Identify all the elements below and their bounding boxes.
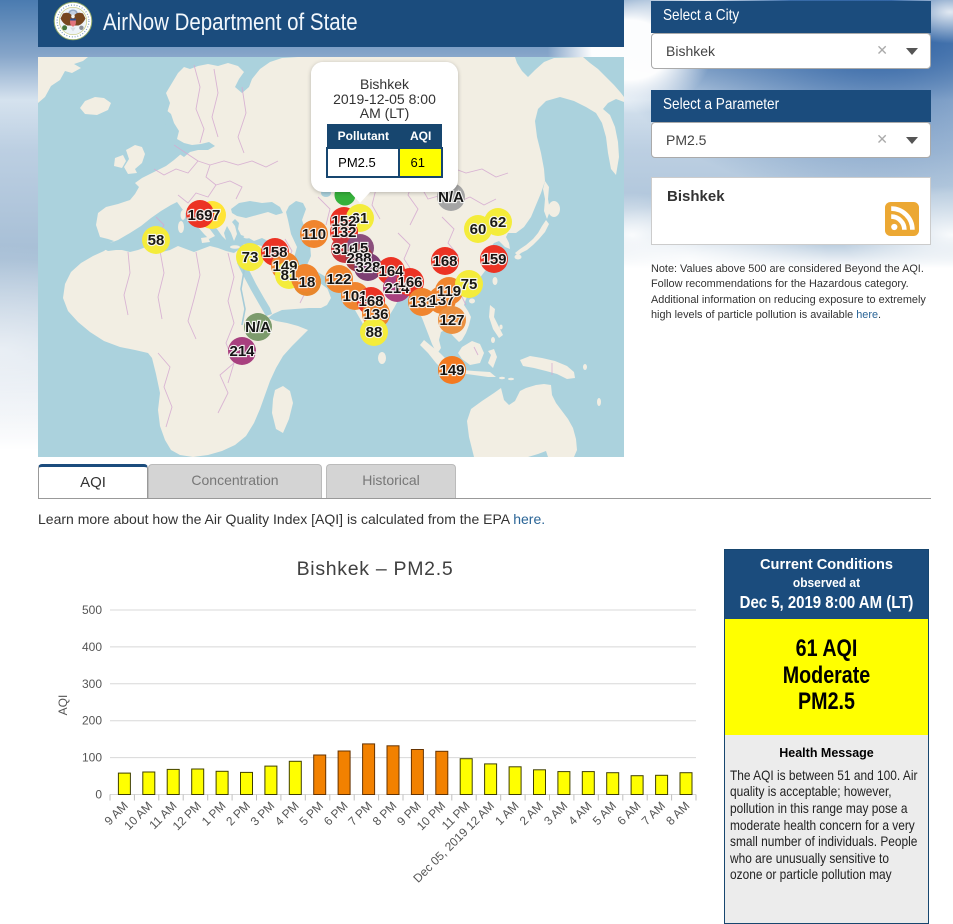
svg-text:168: 168: [358, 293, 383, 310]
svg-text:400: 400: [82, 640, 102, 654]
svg-text:169: 169: [187, 207, 212, 224]
svg-text:88: 88: [366, 324, 383, 341]
svg-text:10 AM: 10 AM: [121, 799, 155, 833]
svg-text:168: 168: [432, 253, 457, 270]
svg-text:3 PM: 3 PM: [248, 799, 278, 829]
svg-text:316: 316: [332, 241, 357, 258]
svg-text:3 AM: 3 AM: [541, 799, 570, 828]
svg-text:100: 100: [82, 751, 102, 765]
svg-text:18: 18: [299, 274, 316, 291]
svg-text:214: 214: [229, 343, 255, 360]
svg-text:149: 149: [439, 362, 464, 379]
svg-text:15: 15: [352, 240, 369, 257]
svg-text:N/A: N/A: [245, 319, 271, 336]
svg-text:2 PM: 2 PM: [223, 799, 253, 829]
svg-text:6 AM: 6 AM: [614, 799, 643, 828]
svg-text:500: 500: [82, 603, 102, 617]
svg-text:164: 164: [378, 263, 404, 280]
svg-text:60: 60: [470, 221, 487, 238]
svg-text:7 PM: 7 PM: [345, 799, 375, 829]
svg-text:1 PM: 1 PM: [199, 799, 229, 829]
svg-text:119: 119: [437, 283, 461, 300]
svg-text:137: 137: [429, 292, 454, 309]
svg-text:73: 73: [242, 249, 259, 266]
svg-text:Bishkek – PM2.5: Bishkek – PM2.5: [297, 558, 454, 580]
svg-text:61: 61: [352, 210, 369, 227]
svg-text:4 AM: 4 AM: [565, 799, 594, 828]
svg-text:67: 67: [204, 207, 221, 224]
svg-text:101: 101: [342, 288, 367, 305]
svg-text:288: 288: [346, 250, 371, 267]
svg-text:5 PM: 5 PM: [296, 799, 326, 829]
svg-text:214: 214: [384, 280, 410, 297]
svg-text:110: 110: [302, 226, 326, 243]
svg-text:58: 58: [148, 232, 165, 249]
svg-text:159: 159: [481, 251, 506, 268]
svg-text:0: 0: [95, 788, 102, 802]
svg-text:149: 149: [272, 258, 297, 275]
svg-text:2 AM: 2 AM: [517, 799, 546, 828]
svg-text:200: 200: [82, 714, 102, 728]
svg-text:75: 75: [461, 276, 478, 293]
svg-text:81: 81: [281, 267, 298, 284]
svg-text:328: 328: [355, 259, 380, 276]
svg-text:132: 132: [331, 224, 356, 241]
svg-text:8 PM: 8 PM: [370, 799, 400, 829]
svg-text:5 AM: 5 AM: [590, 799, 619, 828]
svg-text:166: 166: [397, 274, 422, 291]
svg-text:131: 131: [409, 294, 434, 311]
svg-text:158: 158: [262, 244, 287, 261]
svg-text:1 AM: 1 AM: [492, 799, 521, 828]
svg-text:136: 136: [363, 306, 388, 323]
svg-text:4 PM: 4 PM: [272, 799, 302, 829]
svg-text:7 AM: 7 AM: [639, 799, 668, 828]
svg-text:8 AM: 8 AM: [663, 799, 692, 828]
svg-text:122: 122: [326, 271, 351, 288]
svg-text:6 PM: 6 PM: [321, 799, 351, 829]
svg-text:152: 152: [331, 213, 356, 230]
svg-text:127: 127: [439, 312, 464, 329]
svg-text:AQI: AQI: [56, 695, 70, 716]
svg-text:N/A: N/A: [438, 189, 464, 206]
svg-text:300: 300: [82, 677, 102, 691]
svg-text:62: 62: [490, 214, 507, 231]
